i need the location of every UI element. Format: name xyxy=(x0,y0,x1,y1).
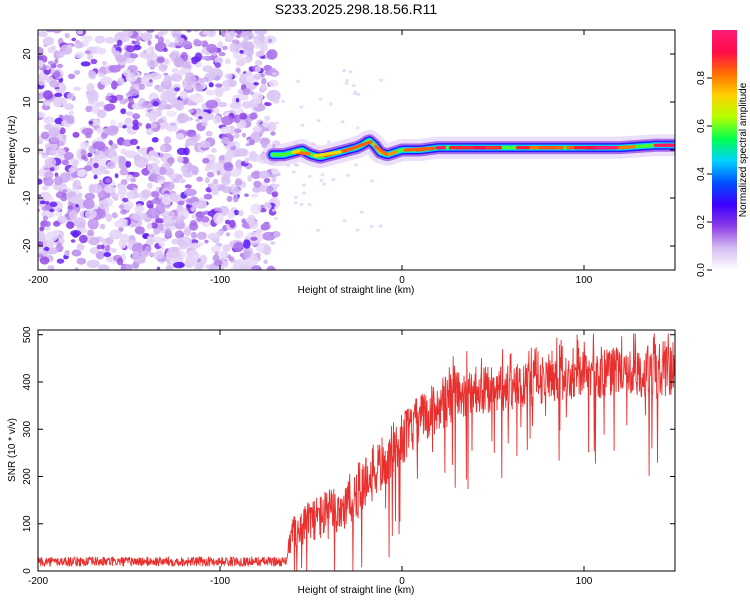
faint-speckle xyxy=(353,90,358,94)
snr-axes: -200 -100 0 100 0 100 200 300 400 500 xyxy=(22,326,675,587)
faint-speckle xyxy=(274,94,279,98)
faint-speckle xyxy=(348,70,353,74)
faint-speckle xyxy=(307,203,312,207)
faint-speckle xyxy=(320,173,325,177)
snr-xtick-label: 0 xyxy=(399,576,405,587)
spectrogram-ytick-label: -20 xyxy=(22,238,33,253)
spectrogram-x-label: Height of straight line (km) xyxy=(298,285,415,296)
faint-speckle xyxy=(319,179,324,182)
faint-speckle xyxy=(359,210,364,214)
spectrogram-xtick-label: 0 xyxy=(399,275,405,286)
faint-speckle xyxy=(316,228,321,232)
faint-speckle xyxy=(369,179,374,183)
snr-ytick-label: 200 xyxy=(22,468,33,485)
colorbar-tick-label: 0.4 xyxy=(696,167,707,181)
spectrogram-y-label: Frequency (Hz) xyxy=(7,116,18,185)
faint-speckle xyxy=(322,182,327,186)
snr-panel: -200 -100 0 100 0 100 200 300 400 500 Height of s… xyxy=(7,326,676,596)
faint-speckle xyxy=(299,203,304,206)
faint-speckle xyxy=(316,119,321,123)
faint-speckle xyxy=(356,93,361,96)
snr-series-line xyxy=(38,333,675,571)
faint-speckle xyxy=(300,123,305,127)
faint-speckle xyxy=(326,140,331,144)
faint-speckle xyxy=(344,79,349,82)
spectrogram-xtick-label: -200 xyxy=(28,275,48,286)
faint-speckle xyxy=(346,173,350,177)
faint-speckle xyxy=(274,184,279,188)
faint-speckle xyxy=(355,126,360,130)
snr-xtick-label: -100 xyxy=(210,576,230,587)
colorbar: 0.0 0.2 0.4 0.6 0.8 Normalized spectral ampl… xyxy=(696,30,749,277)
faint-speckle xyxy=(318,97,323,101)
colorbar-tick-label: 0.0 xyxy=(696,263,707,277)
snr-ytick-label: 400 xyxy=(22,373,33,390)
faint-speckle xyxy=(273,205,278,209)
faint-speckle xyxy=(271,208,276,212)
colorbar-tick-label: 0.6 xyxy=(696,119,707,133)
spectrogram-xtick-label: -100 xyxy=(210,275,230,286)
faint-speckle xyxy=(293,196,298,199)
ridge-peak xyxy=(291,149,301,154)
ridge-peak xyxy=(619,145,636,150)
faint-speckle xyxy=(342,69,347,73)
spectrogram-ytick-label: 10 xyxy=(22,96,33,108)
faint-speckle xyxy=(344,81,349,85)
faint-speckle xyxy=(307,174,312,178)
faint-speckle xyxy=(273,217,278,220)
ridge-peak xyxy=(387,150,398,156)
faint-speckle xyxy=(351,84,356,88)
faint-speckle xyxy=(280,100,285,103)
spectrogram-image xyxy=(38,30,675,270)
faint-speckle xyxy=(355,228,360,232)
faint-speckle xyxy=(293,163,298,167)
spectrogram-ytick-label: 20 xyxy=(22,48,33,60)
colorbar-label: Normalized spectral amplitude xyxy=(738,82,749,217)
snr-ytick-label: 500 xyxy=(22,326,33,343)
colorbar-bar xyxy=(712,30,737,270)
faint-speckle xyxy=(293,201,298,205)
snr-frame xyxy=(37,329,676,572)
faint-speckle xyxy=(295,79,300,83)
faint-speckle xyxy=(340,120,345,124)
faint-speckle xyxy=(369,225,374,228)
faint-speckle xyxy=(302,183,306,187)
faint-speckle xyxy=(291,170,296,174)
snr-clip xyxy=(38,333,675,571)
spectrogram-ytick-label: -10 xyxy=(22,190,33,205)
figure-title: S233.2025.298.18.56.R11 xyxy=(275,1,438,17)
ridge-peak xyxy=(374,144,389,157)
ridge-peak xyxy=(403,146,435,152)
faint-speckle xyxy=(275,121,280,125)
ridge-peak xyxy=(313,150,342,158)
faint-speckle xyxy=(302,191,306,195)
spectrogram-xtick-label: 100 xyxy=(576,275,593,286)
faint-speckle xyxy=(272,72,277,76)
colorbar-axis: 0.0 0.2 0.4 0.6 0.8 xyxy=(696,71,712,277)
snr-xtick-label: -200 xyxy=(28,576,48,587)
colorbar-tick-label: 0.8 xyxy=(696,71,707,85)
colorbar-tick-label: 0.2 xyxy=(696,215,707,229)
spectrogram-ytick-label: 0 xyxy=(22,147,33,153)
snr-ytick-label: 100 xyxy=(22,515,33,532)
faint-speckle xyxy=(378,78,383,82)
snr-xtick-label: 100 xyxy=(576,576,593,587)
faint-speckle xyxy=(378,224,383,228)
snr-x-label: Height of straight line (km) xyxy=(298,585,415,596)
snr-ytick-label: 300 xyxy=(22,420,33,437)
faint-speckle xyxy=(342,219,347,223)
faint-speckle xyxy=(353,163,358,167)
snr-y-label: SNR (10 * v/v) xyxy=(7,418,18,482)
snr-ytick-label: 0 xyxy=(22,568,33,574)
faint-speckle xyxy=(299,105,304,109)
faint-speckle xyxy=(271,126,276,130)
faint-speckle xyxy=(328,102,333,106)
faint-speckle xyxy=(331,178,336,181)
